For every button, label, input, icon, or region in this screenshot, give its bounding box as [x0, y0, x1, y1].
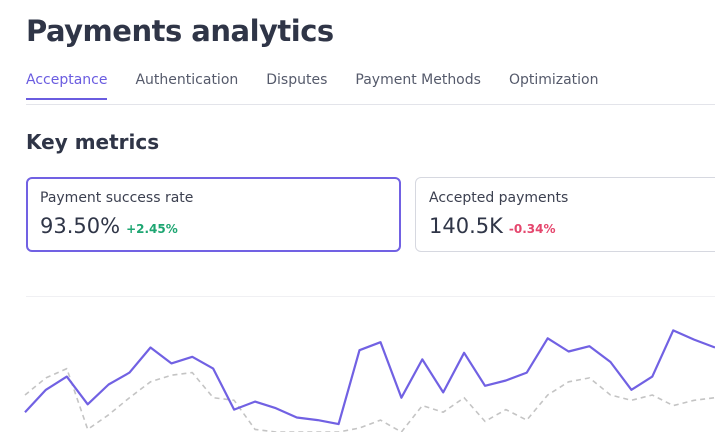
- metric-label: Payment success rate: [40, 190, 194, 206]
- separator: [26, 296, 715, 297]
- series-line: [24, 367, 715, 432]
- tab[interactable]: Authentication: [135, 72, 239, 88]
- metric-card[interactable]: Accepted payments 140.5K -0.34%: [415, 177, 715, 252]
- metric-value-row: 93.50% +2.45%: [40, 214, 387, 238]
- series-line: [24, 329, 715, 426]
- divider: [26, 104, 715, 105]
- metric-value: 93.50%: [40, 214, 121, 238]
- tab-bar: Acceptance Authentication Disputes Payment …: [26, 72, 599, 100]
- tab[interactable]: Payment Methods: [355, 72, 481, 88]
- tab[interactable]: Disputes: [266, 72, 328, 88]
- tab[interactable]: Optimization: [508, 72, 599, 88]
- metric-value: 140.5K: [429, 214, 503, 238]
- tab[interactable]: Acceptance: [26, 72, 108, 100]
- metric-card[interactable]: Payment success rate 93.50% +2.45%: [26, 177, 401, 252]
- section-title: Key metrics: [26, 130, 160, 154]
- metric-value-row: 140.5K -0.34%: [429, 214, 715, 238]
- metric-change: -0.34%: [508, 222, 556, 236]
- metric-change: +2.45%: [126, 222, 178, 236]
- page-title: Payments analytics: [26, 14, 334, 48]
- metric-label: Accepted payments: [429, 190, 569, 206]
